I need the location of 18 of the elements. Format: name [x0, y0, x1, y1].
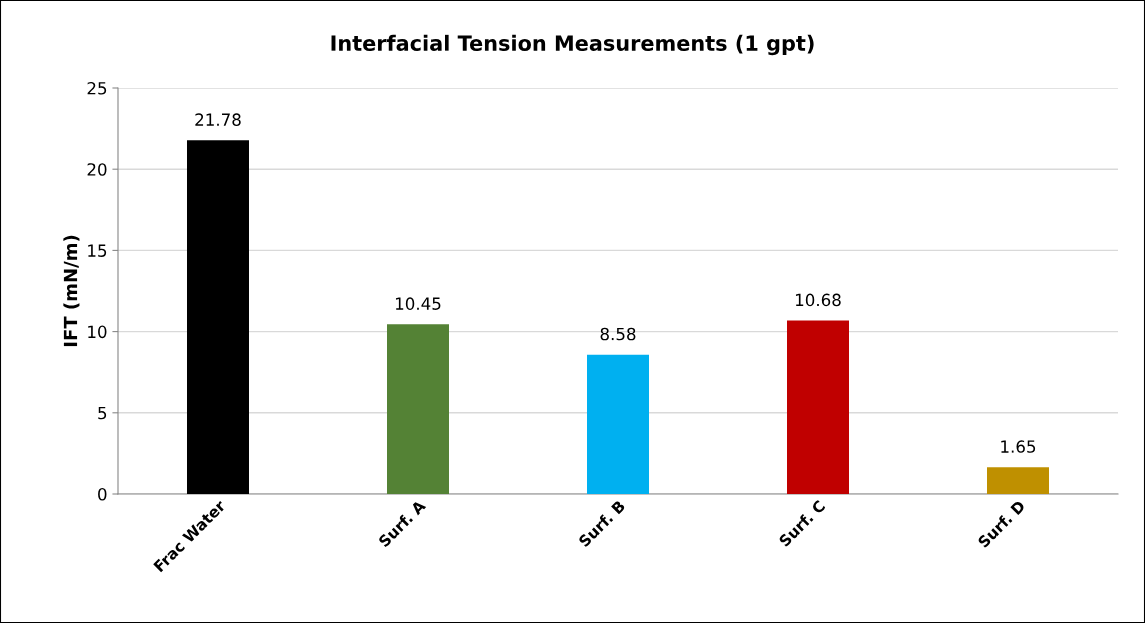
y-tick-label: 20	[87, 163, 107, 176]
bar	[587, 354, 649, 494]
y-axis-title: IFT (mN/m)	[63, 235, 80, 347]
data-label: 8.58	[600, 327, 636, 341]
data-label: 10.45	[395, 297, 441, 310]
chart-title: Interfacial Tension Measurements (1 gpt)	[331, 34, 814, 56]
y-tick-label: 0	[98, 487, 107, 501]
y-tick-label: 5	[98, 406, 107, 420]
y-tick-label: 25	[87, 81, 107, 95]
y-tick-label: 15	[88, 244, 107, 257]
y-tick-label: 10	[88, 325, 107, 339]
bar	[387, 324, 449, 494]
data-label: 10.68	[795, 293, 841, 307]
bar	[187, 140, 249, 494]
data-label: 1.65	[1001, 440, 1036, 453]
bar	[787, 320, 849, 494]
bar	[987, 467, 1049, 494]
data-label: 21.78	[195, 113, 241, 126]
